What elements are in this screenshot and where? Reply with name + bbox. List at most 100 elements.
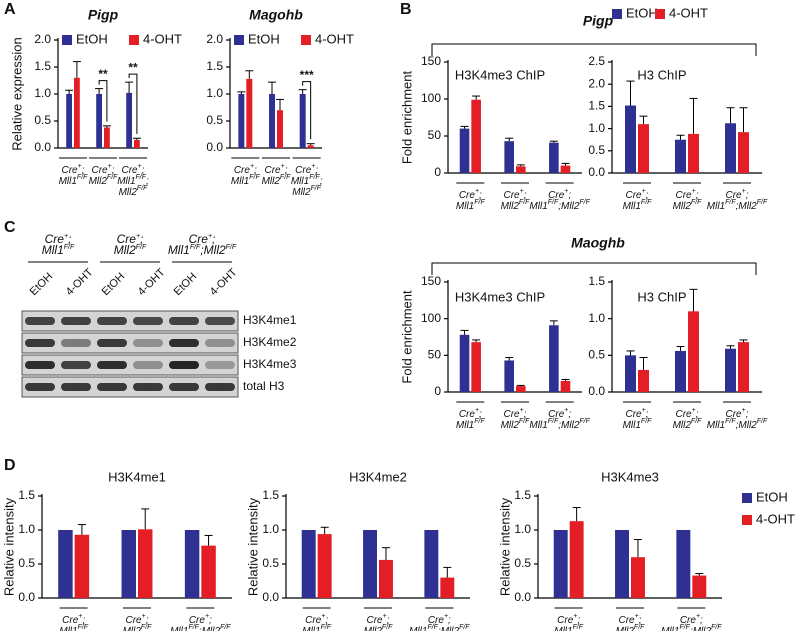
error-bar — [77, 524, 86, 535]
error-bar — [505, 357, 514, 361]
blot-band — [97, 361, 127, 369]
y-axis-label: Fold enrichment — [399, 71, 414, 165]
y-tick-label: 1.5 — [262, 488, 279, 502]
significance-label: ** — [98, 67, 108, 81]
error-bar — [102, 125, 111, 128]
error-bar — [639, 357, 648, 370]
bar — [675, 350, 686, 392]
blot-band — [133, 339, 163, 347]
bar — [688, 133, 699, 173]
y-tick-label: 0.0 — [18, 590, 35, 604]
y-tick-label: 0.5 — [18, 556, 35, 570]
blot-strip — [21, 376, 239, 398]
error-bar — [443, 566, 452, 578]
error-bar — [204, 534, 213, 546]
error-bar — [505, 137, 514, 142]
bar — [631, 557, 645, 598]
blot-band — [169, 361, 199, 369]
chart-title: H3K4me3 ChIP — [455, 289, 545, 304]
blot-row-label: H3K4me3 — [243, 357, 297, 371]
error-bar — [306, 143, 315, 146]
y-tick-label: 0.0 — [514, 590, 531, 604]
error-bar — [695, 573, 704, 576]
blot-band — [25, 339, 55, 347]
blot-band — [205, 361, 235, 369]
bar — [301, 530, 316, 598]
bar — [471, 99, 481, 173]
legend-label: EtOH — [248, 31, 280, 46]
bar — [238, 94, 245, 148]
error-bar — [472, 95, 481, 100]
y-tick-label: 1.5 — [588, 99, 605, 113]
y-tick-label: 1.5 — [514, 488, 531, 502]
bar — [246, 78, 253, 148]
bar — [104, 127, 110, 148]
bar — [560, 381, 571, 392]
blot-band — [61, 383, 91, 391]
y-tick-label: 50 — [428, 128, 442, 142]
y-tick-label: 1.5 — [34, 59, 51, 73]
y-axis-label: Fold enrichment — [399, 290, 414, 384]
bar — [66, 94, 72, 148]
y-tick-label: 0.0 — [34, 140, 51, 154]
error-bar — [320, 526, 329, 535]
legend-label: 4-OHT — [669, 5, 708, 20]
x-tick-label: Cre+;Mll2F/F — [501, 407, 531, 430]
x-tick-label: Cre+;Mll2F/F — [364, 613, 394, 631]
error-bar — [132, 137, 141, 140]
y-tick-label: 1.0 — [514, 522, 531, 536]
bar — [549, 325, 559, 392]
group-title: Pigp — [583, 13, 614, 29]
x-tick-label: Cre+;Mll1F/F — [456, 407, 486, 430]
blot-band — [133, 361, 163, 369]
chart-title: H3K4me1 — [108, 469, 166, 484]
error-bar — [460, 125, 469, 129]
x-tick-label: Cre+;Mll1F/F — [302, 613, 332, 631]
error-bar — [639, 115, 648, 125]
bar — [459, 334, 470, 392]
bar — [569, 521, 584, 598]
significance-bracket — [302, 81, 312, 140]
bar — [638, 124, 649, 173]
blot-band — [205, 383, 235, 391]
bar — [459, 128, 470, 173]
x-tick-label: Cre+;Mll1F/F — [456, 188, 486, 211]
bar — [269, 94, 275, 148]
x-tick-label: Cre+;Mll1F/F — [554, 613, 584, 631]
bar — [625, 355, 636, 392]
error-bar — [516, 164, 525, 167]
lane-label: 4-OHT — [136, 266, 168, 298]
y-tick-label: 1.0 — [262, 522, 279, 536]
y-tick-label: 0.5 — [34, 113, 51, 127]
bar — [692, 575, 707, 598]
x-tick-label: Cre+;Mll1F/F — [623, 188, 653, 211]
bar — [625, 105, 636, 173]
y-tick-label: 0.5 — [262, 556, 279, 570]
bar — [688, 311, 699, 392]
bar — [738, 342, 749, 392]
blot-row-label: total H3 — [243, 379, 285, 393]
bar — [553, 530, 568, 598]
blot-group-label: Cre+; Mll2F/F — [114, 232, 147, 257]
error-bar — [633, 539, 642, 558]
error-bar — [676, 346, 685, 351]
x-tick-label: Cre+;Mll2F/F — [501, 188, 531, 211]
legend-label: 4-OHT — [315, 31, 354, 46]
panel-label: D — [4, 457, 16, 474]
error-bar — [626, 80, 635, 106]
legend-swatch — [742, 515, 752, 525]
error-bar — [275, 98, 284, 111]
chart-title: H3K4me3 ChIP — [455, 67, 545, 82]
blot-band — [169, 317, 199, 325]
blot-band — [61, 339, 91, 347]
group-bracket — [431, 262, 757, 275]
significance-bracket — [98, 80, 108, 122]
bar — [379, 559, 393, 598]
error-bar — [141, 508, 150, 530]
panel-label: C — [4, 219, 16, 236]
y-tick-label: 100 — [421, 91, 441, 105]
legend-label: EtOH — [756, 489, 788, 504]
error-bar — [549, 320, 558, 326]
legend-swatch — [742, 493, 752, 503]
